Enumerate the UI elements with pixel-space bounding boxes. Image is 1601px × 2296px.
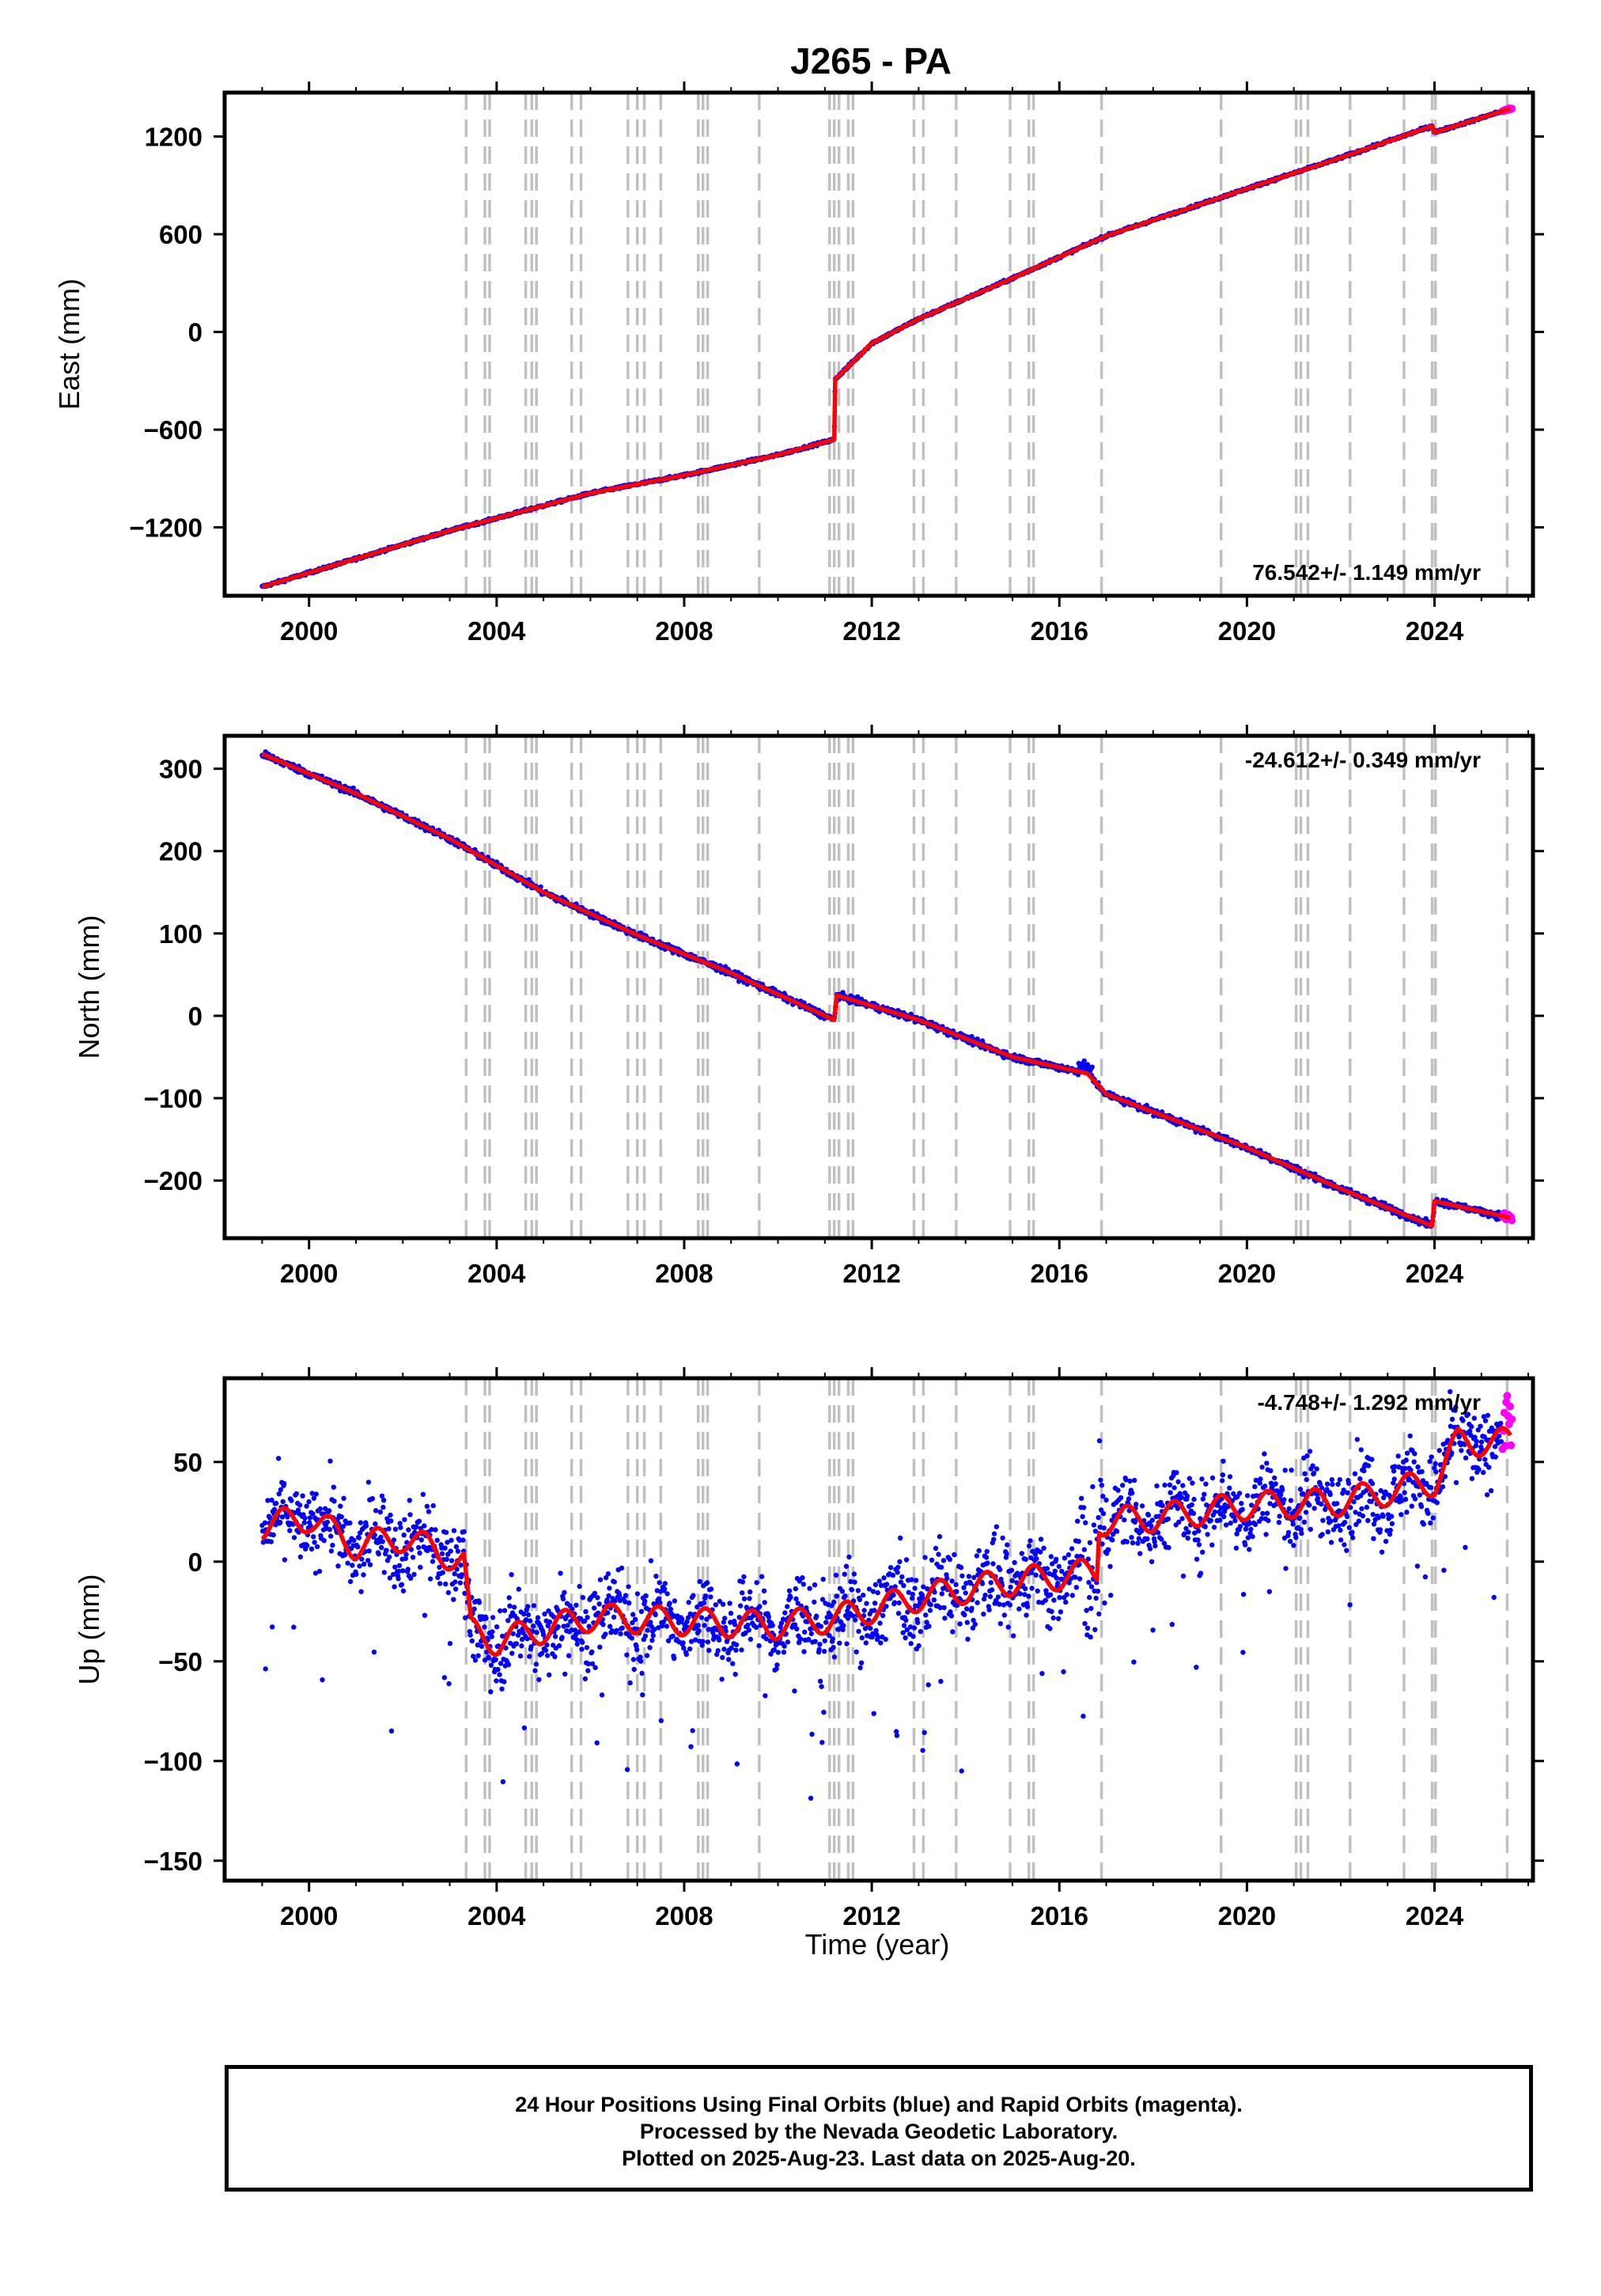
east-panel: 2000 2004 2008 2012 2016 2020 2024 1200 600 0 −600… bbox=[53, 81, 1544, 646]
y-tick-label: 50 bbox=[173, 1448, 202, 1477]
north-panel: 2000 2004 2008 2012 2016 2020 2024 300 200 100 0 −1… bbox=[73, 725, 1544, 1288]
final-orbit-points bbox=[259, 1389, 1505, 1801]
y-tick-label: 600 bbox=[159, 220, 202, 249]
model-line bbox=[260, 1426, 1512, 1658]
footer-box: 24 Hour Positions Using Final Orbits (bl… bbox=[225, 2065, 1533, 2192]
final-orbit-points bbox=[259, 108, 1505, 589]
y-tick-label: −50 bbox=[158, 1647, 202, 1677]
model-line bbox=[260, 752, 1512, 1229]
x-tick-label: 2004 bbox=[467, 1901, 526, 1930]
x-tick-label: 2012 bbox=[842, 1901, 900, 1930]
x-tick-label: 2008 bbox=[655, 1901, 713, 1930]
x-tick-label: 2024 bbox=[1406, 1259, 1464, 1288]
rate-label: -4.748+/- 1.292 mm/yr bbox=[1257, 1390, 1481, 1415]
y-tick-label: −200 bbox=[144, 1166, 202, 1195]
y-tick-label: 200 bbox=[159, 837, 202, 866]
footer-line-3: Plotted on 2025-Aug-23. Last data on 202… bbox=[622, 2146, 1136, 2170]
y-tick-label: 0 bbox=[188, 1002, 202, 1031]
panel-frame bbox=[222, 1376, 1535, 1883]
rate-label: -24.612+/- 0.349 mm/yr bbox=[1245, 748, 1481, 772]
final-orbit-points bbox=[259, 749, 1505, 1229]
y-axis-label: East (mm) bbox=[53, 278, 85, 410]
y-tick-label: −150 bbox=[144, 1847, 202, 1876]
y-tick-label: −100 bbox=[144, 1084, 202, 1113]
x-tick-label: 2024 bbox=[1406, 616, 1464, 646]
x-tick-label: 2012 bbox=[842, 1259, 900, 1288]
x-tick-label: 2008 bbox=[655, 1259, 713, 1288]
chart-title: J265 - PA bbox=[790, 40, 952, 81]
plot-area bbox=[259, 736, 1516, 1238]
x-tick-label: 2024 bbox=[1406, 1901, 1464, 1930]
y-axis-label: North (mm) bbox=[73, 915, 105, 1059]
y-tick-label: 0 bbox=[188, 318, 202, 347]
chart-figure: J265 - PA 2000 2004 2008 2012 2016 2020 202412… bbox=[53, 40, 1544, 1961]
panel-frame bbox=[222, 90, 1535, 598]
x-tick-label: 2004 bbox=[467, 1259, 526, 1288]
x-tick-label: 2000 bbox=[280, 1901, 338, 1930]
x-tick-label: 2016 bbox=[1031, 616, 1088, 646]
x-tick-label: 2016 bbox=[1031, 1259, 1088, 1288]
y-tick-label: −600 bbox=[144, 415, 202, 445]
y-tick-label: −100 bbox=[144, 1747, 202, 1776]
y-tick-label: 0 bbox=[188, 1548, 202, 1577]
x-tick-label: 2000 bbox=[280, 616, 338, 646]
x-tick-label: 2008 bbox=[655, 616, 713, 646]
y-tick-label: 300 bbox=[159, 755, 202, 784]
x-tick-label: 2020 bbox=[1218, 1901, 1276, 1930]
model-line bbox=[260, 106, 1512, 589]
rapid-orbit-points bbox=[1498, 1392, 1516, 1453]
x-tick-label: 2020 bbox=[1218, 616, 1276, 646]
footer-line-1: 24 Hour Positions Using Final Orbits (bl… bbox=[515, 2093, 1243, 2116]
x-tick-label: 2000 bbox=[280, 1259, 338, 1288]
panel-frame bbox=[222, 733, 1535, 1241]
y-tick-label: 1200 bbox=[145, 123, 202, 152]
y-axis-label: Up (mm) bbox=[73, 1574, 105, 1685]
x-tick-label: 2012 bbox=[842, 616, 900, 646]
plot-area bbox=[259, 93, 1516, 596]
rate-label: 76.542+/- 1.149 mm/yr bbox=[1252, 560, 1481, 585]
x-axis-label: Time (year) bbox=[805, 1928, 950, 1961]
plot-area bbox=[259, 1378, 1516, 1881]
y-tick-label: −1200 bbox=[129, 513, 202, 543]
x-tick-label: 2020 bbox=[1218, 1259, 1276, 1288]
y-tick-label: 100 bbox=[159, 919, 202, 949]
x-tick-label: 2004 bbox=[467, 616, 526, 646]
x-tick-label: 2016 bbox=[1031, 1901, 1088, 1930]
up-panel: 2000 2004 2008 2012 2016 2020 2024 50 0 −50 −100 −1… bbox=[73, 1367, 1544, 1930]
footer-line-2: Processed by the Nevada Geodetic Laborat… bbox=[639, 2120, 1118, 2143]
